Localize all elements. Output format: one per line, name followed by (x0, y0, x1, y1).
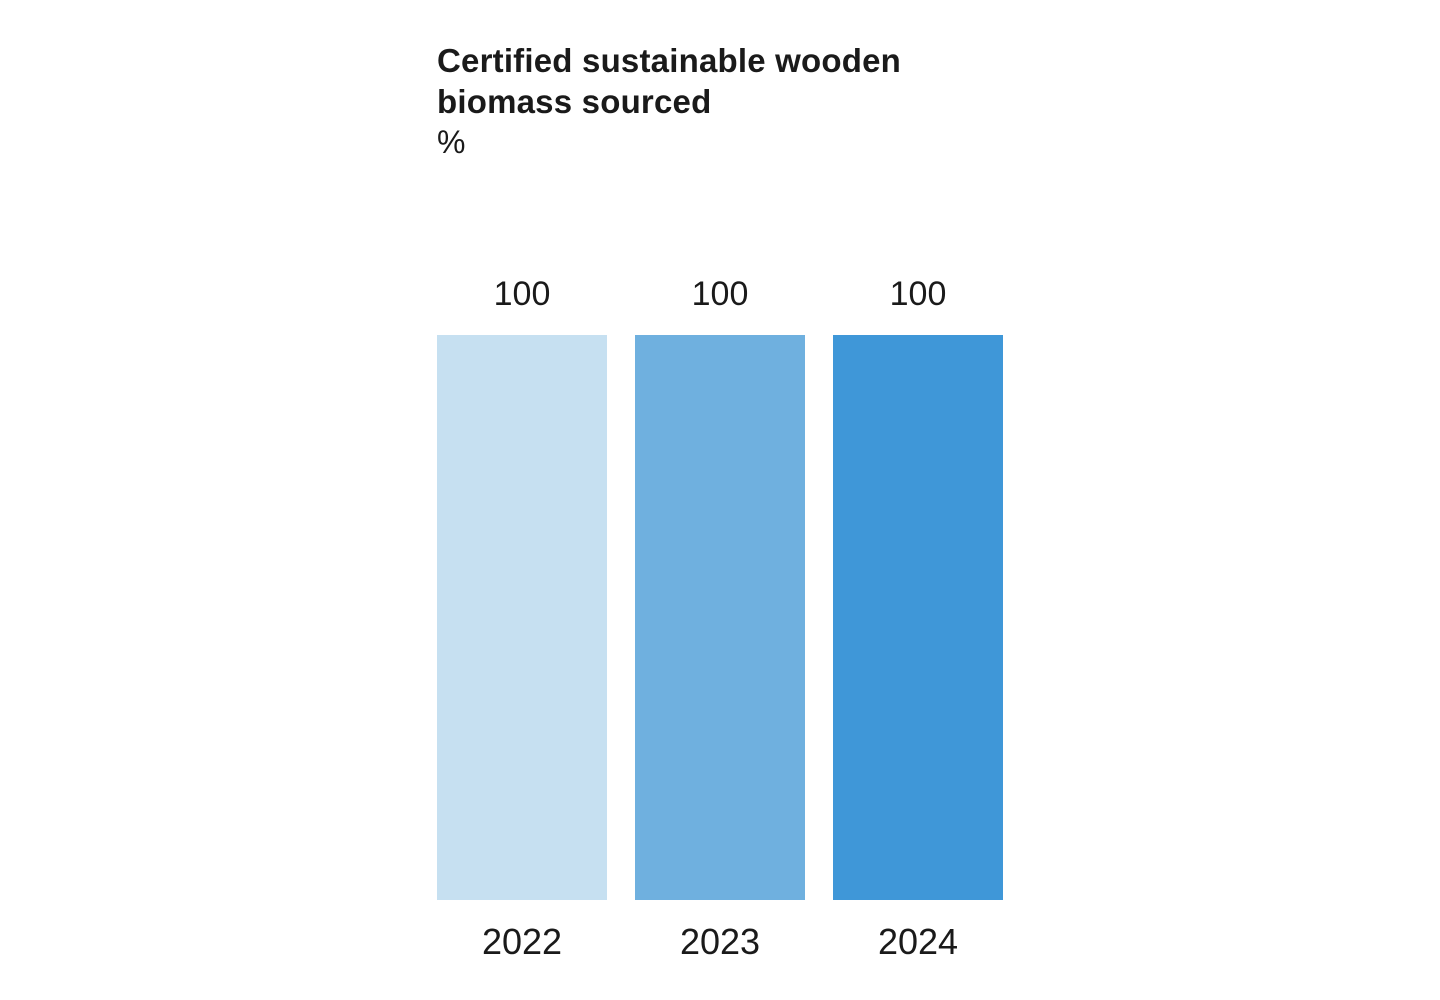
x-axis-label-2024: 2024 (877, 921, 959, 962)
bar-2024 (833, 335, 1003, 900)
bar-2023 (635, 335, 805, 900)
chart-header: Certified sustainable wooden biomass sou… (437, 40, 997, 163)
bar-value-label: 100 (889, 275, 947, 313)
bar-chart: 100 2022 100 2023 100 2024 (437, 272, 1003, 964)
x-axis-label-2023: 2023 (679, 921, 761, 962)
bar-column-2022: 100 2022 (437, 272, 607, 964)
chart-unit-label: % (437, 124, 466, 160)
bar-value-label: 100 (493, 275, 551, 313)
bar-column-2024: 100 2024 (833, 272, 1003, 964)
chart-title-line-2: biomass sourced (437, 83, 712, 120)
bar-2022 (437, 335, 607, 900)
x-axis-label-2022: 2022 (481, 921, 563, 962)
bar-column-2023: 100 2023 (635, 272, 805, 964)
chart-title-line-1: Certified sustainable wooden (437, 42, 902, 79)
bar-value-label: 100 (691, 275, 749, 313)
